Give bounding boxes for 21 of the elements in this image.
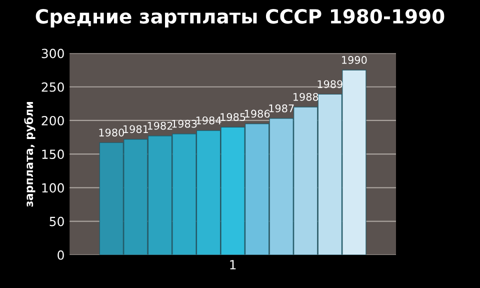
x-tick-label: 1: [230, 260, 236, 270]
series-label: 1987: [269, 104, 294, 112]
series-label: 1982: [148, 122, 172, 130]
y-tick-label: 200: [42, 116, 64, 126]
series-label: 1980: [99, 128, 124, 136]
series-label: 1985: [220, 113, 246, 122]
chart-title: Средние зартплаты СССР 1980-1990: [36, 8, 444, 28]
y-tick-label: 100: [42, 183, 64, 193]
series-label: 1988: [294, 92, 318, 101]
y-tick-label: 50: [50, 216, 64, 226]
y-tick-label: 250: [42, 82, 64, 92]
series-label: 1984: [196, 116, 222, 124]
y-tick-label: 150: [42, 150, 64, 160]
series-label: 1990: [342, 56, 367, 64]
series-label: 1983: [172, 120, 197, 128]
series-label: 1986: [244, 110, 270, 118]
series-label: 1989: [318, 80, 342, 88]
y-tick-label: 0: [58, 250, 64, 260]
y-tick-label: 300: [42, 48, 64, 58]
series-label: 1981: [124, 125, 148, 134]
y-axis-title: зарплата, рубли: [24, 102, 36, 207]
